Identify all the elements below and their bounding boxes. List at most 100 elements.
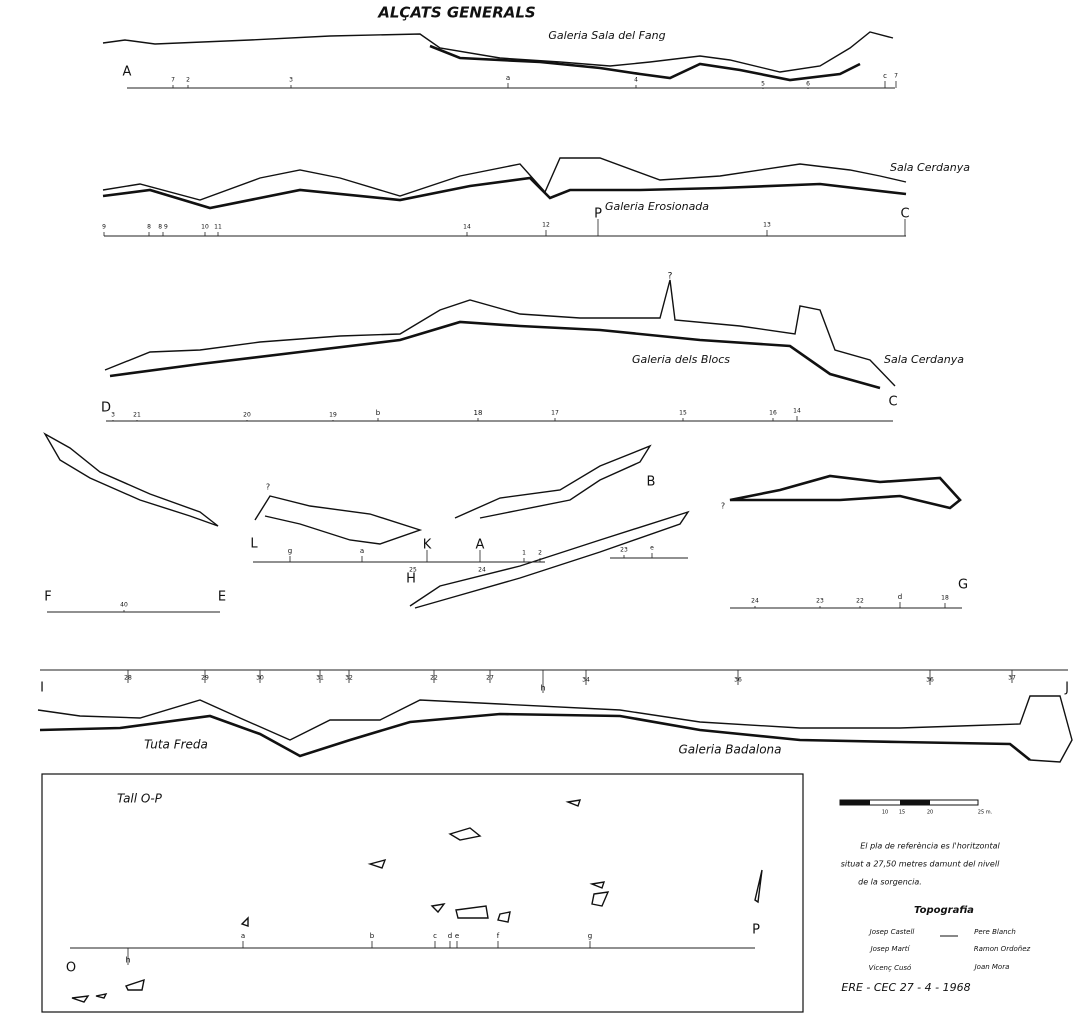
cave-outline <box>104 279 896 387</box>
label: 17 <box>551 410 559 417</box>
label: 13 <box>763 222 771 229</box>
label: 25 <box>409 567 417 574</box>
label: L <box>250 537 258 552</box>
label: C <box>888 395 897 410</box>
label: 8 <box>147 224 151 231</box>
label: 15 <box>679 410 687 417</box>
label: 18 <box>941 595 949 602</box>
label: a <box>360 547 364 555</box>
cave-outline <box>454 444 652 519</box>
label: El pla de referència es l'horitzontal <box>860 841 1000 851</box>
label: E <box>218 590 226 605</box>
label: ? <box>266 483 270 492</box>
label: C <box>900 207 909 222</box>
label: 36 <box>734 677 742 684</box>
label: 32 <box>345 675 353 682</box>
label: 22 <box>430 675 438 682</box>
label: Pere Blanch <box>974 928 1016 936</box>
cave-outline <box>102 157 907 201</box>
label: b <box>376 409 381 417</box>
label: A <box>123 65 132 80</box>
label: 9 <box>102 224 106 231</box>
label: F <box>44 590 51 605</box>
label: Josep Martí <box>869 945 911 953</box>
label: 40 <box>120 602 128 609</box>
label: 15 <box>899 810 905 816</box>
label: 11 <box>214 224 222 231</box>
cave-outline <box>102 176 907 210</box>
label: 21 <box>133 412 141 419</box>
label: 18 <box>474 409 483 417</box>
cave-outline <box>71 799 763 1003</box>
label: Galeria Erosionada <box>605 200 709 213</box>
label: P <box>752 923 760 938</box>
footer: ERE - CEC 27 - 4 - 1968 <box>841 981 970 994</box>
label: c <box>433 932 437 940</box>
cave-outline <box>109 320 881 390</box>
label: Galeria Sala del Fang <box>548 29 665 42</box>
label: 19 <box>329 412 337 419</box>
label: 24 <box>478 567 486 574</box>
label: Tuta Freda <box>144 738 208 752</box>
section-frame <box>41 773 804 1013</box>
label: 7 <box>171 77 175 84</box>
cave-outline <box>729 474 962 510</box>
label: d <box>448 932 452 940</box>
label: O <box>66 961 76 976</box>
label: 16 <box>769 410 777 417</box>
cave-outline <box>429 44 861 82</box>
label: de la sorgencia. <box>858 878 922 887</box>
label: Sala Cerdanya <box>890 161 970 174</box>
label: 2 <box>538 550 542 557</box>
label: 3 <box>111 412 115 419</box>
label: 3 <box>289 77 293 84</box>
label: situat a 27,50 metres damunt del nivell <box>841 860 1000 869</box>
label: 1 <box>522 550 526 557</box>
label: Tall O-P <box>117 792 163 806</box>
label: f <box>497 932 500 940</box>
label: Ramon Ordoñez <box>974 945 1031 953</box>
label: e <box>455 932 459 940</box>
label: 6 <box>806 81 810 88</box>
label: 37 <box>1008 675 1016 682</box>
label: 27 <box>486 675 494 682</box>
label: g <box>288 547 292 555</box>
label: G <box>958 578 968 593</box>
label: D <box>101 401 111 416</box>
label: A <box>476 538 485 553</box>
legend-heading: Topografia <box>914 905 974 916</box>
cave-outline <box>39 712 1031 762</box>
label: 25 m. <box>978 810 993 816</box>
label: P <box>594 207 602 222</box>
label: 30 <box>256 675 264 682</box>
label: 24 <box>751 598 759 605</box>
label: 23 <box>620 547 628 554</box>
label: e <box>650 545 654 552</box>
label: 22 <box>856 598 864 605</box>
label: 4 <box>634 77 638 84</box>
label: I <box>40 681 44 696</box>
label: b <box>370 932 375 940</box>
label: 20 <box>243 412 251 419</box>
label: 28 <box>124 675 132 682</box>
cave-outline <box>37 695 1073 763</box>
label: h <box>125 956 130 965</box>
cave-outline <box>43 432 219 527</box>
label: Galeria dels Blocs <box>632 353 730 366</box>
label: 14 <box>793 408 801 415</box>
label: 29 <box>201 675 209 682</box>
label: 7 <box>894 73 898 80</box>
label: 10 <box>201 224 209 231</box>
label: 14 <box>463 224 471 231</box>
label: 31 <box>316 675 324 682</box>
label: H <box>406 572 416 587</box>
cave-outline <box>102 31 894 73</box>
label: d <box>898 593 902 601</box>
label: 10 <box>882 810 888 816</box>
label: Galeria Badalona <box>679 743 782 757</box>
label: Vicenç Cusó <box>869 964 912 972</box>
label: h <box>540 684 545 693</box>
label: 34 <box>582 677 590 684</box>
label: c <box>883 72 887 80</box>
